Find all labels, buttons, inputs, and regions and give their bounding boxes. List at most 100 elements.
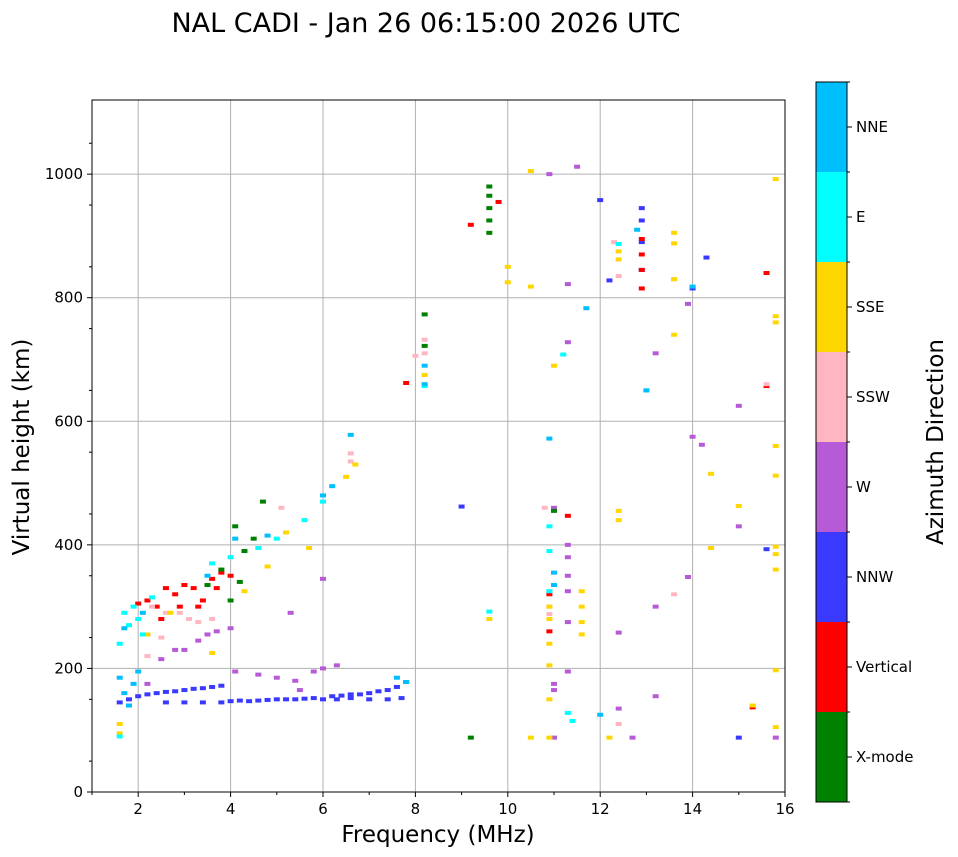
echo-point <box>772 473 779 478</box>
echo-point <box>130 681 137 686</box>
echo-point <box>125 697 132 702</box>
echo-point <box>763 547 770 552</box>
echo-point <box>652 604 659 609</box>
echo-point <box>772 567 779 572</box>
echo-point <box>116 700 123 705</box>
echo-point <box>241 549 248 554</box>
echo-point <box>301 696 308 701</box>
echo-point <box>236 698 243 703</box>
echo-point <box>218 700 225 705</box>
colorbar-segment <box>816 532 847 622</box>
echo-point <box>139 610 146 615</box>
echo-point <box>708 471 715 476</box>
x-axis-ticks: 2 4 6 8 10 12 14 16 <box>91 792 795 818</box>
echo-point <box>564 340 571 345</box>
series-ssw <box>144 240 770 727</box>
echo-point <box>116 734 123 739</box>
echo-point <box>689 284 696 289</box>
echo-point <box>763 271 770 275</box>
echo-point <box>181 700 188 705</box>
echo-point <box>763 382 770 387</box>
echo-point <box>638 252 645 257</box>
echo-point <box>246 699 253 704</box>
echo-point <box>564 669 571 674</box>
echo-point <box>347 696 354 701</box>
echo-point <box>583 306 590 311</box>
echo-point <box>195 604 202 609</box>
echo-point <box>158 617 165 621</box>
echo-point <box>578 632 585 637</box>
echo-point <box>560 352 567 357</box>
echo-point <box>218 567 225 572</box>
echo-point <box>199 686 206 691</box>
x-axis-label: Frequency (MHz) <box>341 822 534 848</box>
echo-point <box>227 626 234 631</box>
echo-point <box>209 617 216 621</box>
echo-point <box>643 388 650 393</box>
echo-point <box>421 363 428 368</box>
echo-point <box>564 620 571 625</box>
echo-point <box>486 184 493 189</box>
echo-point <box>703 255 710 260</box>
echo-point <box>467 222 474 227</box>
echo-point <box>671 230 678 235</box>
echo-point <box>634 227 641 232</box>
echo-point <box>320 697 326 702</box>
echo-point <box>144 681 151 686</box>
echo-point <box>333 697 340 702</box>
echo-point <box>564 710 571 715</box>
colorbar: X-mode Vertical NNW W SSW SSE E NNE <box>815 81 913 803</box>
echo-point <box>467 735 474 740</box>
echo-point <box>199 598 206 603</box>
echo-point <box>486 609 493 614</box>
echo-point <box>495 199 502 204</box>
echo-point <box>181 647 188 652</box>
echo-point <box>135 669 142 674</box>
echo-point <box>158 657 165 662</box>
colorbar-segment <box>816 172 847 262</box>
echo-point <box>232 536 239 541</box>
echo-point <box>287 610 294 615</box>
echo-point <box>421 312 428 317</box>
echo-point <box>564 542 571 547</box>
echo-point <box>652 351 659 356</box>
echo-point <box>564 589 571 594</box>
echo-point <box>564 513 571 518</box>
echo-point <box>551 570 557 575</box>
echo-point <box>204 632 211 637</box>
echo-point <box>574 164 581 169</box>
echo-point <box>320 499 326 504</box>
echo-point <box>236 579 243 584</box>
echo-point <box>116 675 123 680</box>
echo-point <box>671 277 678 282</box>
echo-point <box>209 576 216 581</box>
echo-point <box>292 678 299 683</box>
echo-point <box>615 508 622 513</box>
echo-point <box>546 592 553 597</box>
echo-point <box>153 604 160 609</box>
echo-point <box>149 595 156 600</box>
echo-point <box>144 654 151 659</box>
echo-point <box>615 249 622 254</box>
echo-point <box>278 505 285 510</box>
echo-point <box>638 237 645 242</box>
echo-point <box>209 650 216 655</box>
echo-point <box>227 598 234 603</box>
echo-point <box>735 503 742 508</box>
echo-point <box>176 610 183 615</box>
echo-point <box>393 675 400 680</box>
echo-point <box>347 459 354 464</box>
echo-point <box>527 169 534 174</box>
echo-point <box>149 604 156 609</box>
echo-point <box>504 280 511 285</box>
echo-point <box>564 555 571 560</box>
colorbar-segment <box>816 622 847 712</box>
echo-point <box>527 735 534 740</box>
echo-point <box>329 484 336 489</box>
echo-point <box>551 583 557 588</box>
echo-point <box>218 570 225 575</box>
chart-title: NAL CADI - Jan 26 06:15:00 2026 UTC <box>171 8 680 39</box>
echo-point <box>121 610 128 615</box>
echo-point <box>232 524 239 529</box>
echo-point <box>273 697 280 702</box>
